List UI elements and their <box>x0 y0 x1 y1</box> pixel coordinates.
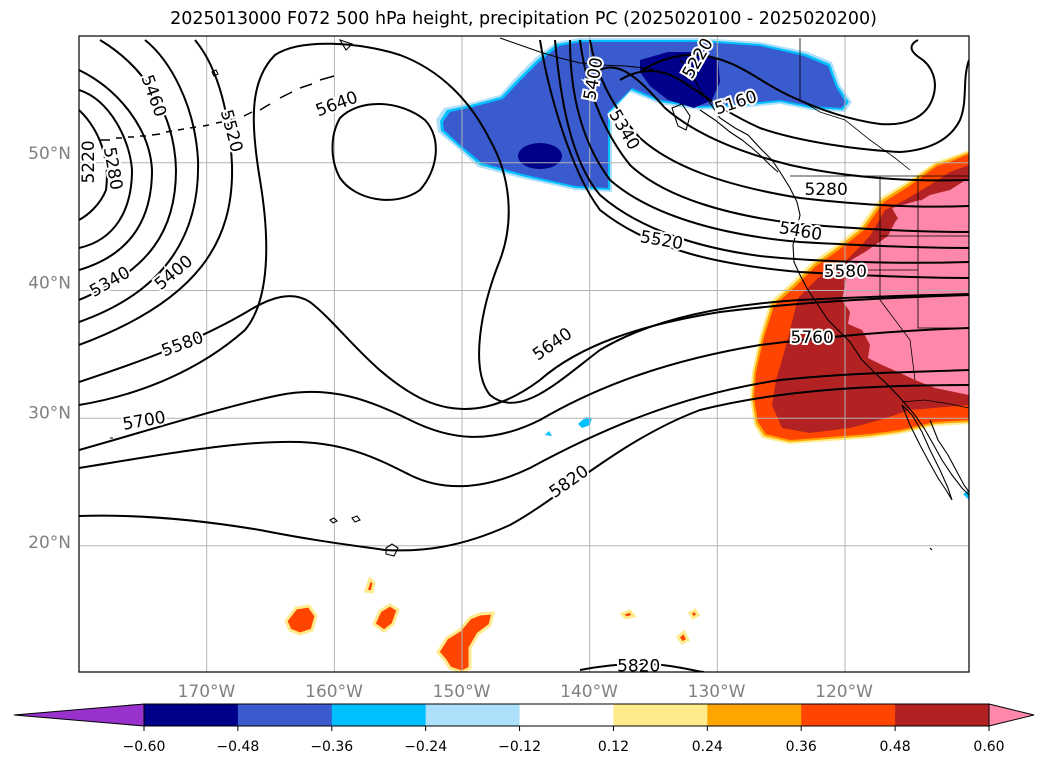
colorbar-bin <box>613 704 708 726</box>
colorbar-tick-label: 0.60 <box>973 739 1004 755</box>
height-contour-5580 <box>79 294 969 410</box>
colorbar-bin <box>801 704 896 726</box>
height-contour-5400-west <box>79 39 178 301</box>
border-us-mexico <box>901 399 969 409</box>
colorbar-tick-label: −0.60 <box>123 739 166 755</box>
gridlines <box>79 36 969 672</box>
precip-fill-dark-blue-spot <box>518 143 562 169</box>
height-contour-5340-west <box>79 69 154 271</box>
contour-label: 5760 <box>791 328 834 348</box>
colorbar-extend-low <box>13 703 145 727</box>
height-contour-5880 <box>579 662 705 672</box>
lat-tick-label: 50°N <box>28 144 71 164</box>
precip-shading-gulf-of-alaska <box>436 38 852 192</box>
height-contour-5160 <box>639 39 936 126</box>
height-contour-5580-east <box>539 39 969 279</box>
precip-blob-6 <box>687 607 701 621</box>
height-contour-5220-east <box>619 59 969 154</box>
colorbar-tick-label: −0.36 <box>310 739 353 755</box>
precip-blob-1 <box>284 604 318 636</box>
colorbar-extend-high <box>988 703 1035 727</box>
precip-blob-2 <box>364 576 376 594</box>
height-contour-5220-west <box>79 109 108 221</box>
height-contour-5820 <box>79 384 969 552</box>
colorbar-tick-label: −0.48 <box>216 739 259 755</box>
height-contour-5520-west <box>79 39 234 346</box>
coastline-haida-gwaii <box>671 103 691 131</box>
lon-tick-label: 120°W <box>815 682 873 702</box>
colorbar-tick-labels: −0.60 −0.48 −0.36 −0.24 −0.12 0.12 0.24 0.36 0.4… <box>123 726 1005 755</box>
height-contour-5400-east <box>579 39 969 233</box>
lon-tick-label: 140°W <box>560 682 618 702</box>
precip-blob-3 <box>372 603 400 633</box>
map-frame <box>78 35 970 673</box>
coastline-mexico-mainland <box>929 419 969 493</box>
precip-shading-hawaii <box>284 417 969 672</box>
lat-tick-label: 20°N <box>28 533 71 553</box>
height-contour-5760 <box>79 369 969 488</box>
contour-label: 5280 <box>805 180 848 200</box>
height-contour-5640-ring <box>331 102 437 201</box>
latitude-tick-labels: 50°N 40°N 30°N 20°N <box>28 144 71 553</box>
colorbar-bin <box>519 704 614 726</box>
colorbar-tick-label: −0.24 <box>404 739 447 755</box>
height-contour-5520-east <box>554 39 969 264</box>
contour-label: 5220 <box>79 140 99 183</box>
colorbar-bin <box>425 704 521 726</box>
precip-blob-5 <box>619 609 637 620</box>
colorbar-bin <box>144 704 239 726</box>
coastline-hawaii-main <box>385 543 399 557</box>
coastline-alaska-range <box>499 37 661 73</box>
longitude-tick-labels: 170°W 160°W 150°W 140°W 130°W 120°W <box>178 682 873 702</box>
coastline-baja <box>901 404 953 501</box>
colorbar-bin <box>707 704 802 726</box>
colorbar <box>13 703 1035 727</box>
lat-tick-label: 40°N <box>28 274 71 294</box>
lon-tick-label: 150°W <box>433 682 491 702</box>
precip-blob-blue-1 <box>578 417 592 428</box>
lat-tick-label: 30°N <box>28 403 71 423</box>
height-contour-5700 <box>79 327 969 451</box>
height-contour-5340-east <box>589 39 969 208</box>
border-us-states <box>838 176 969 381</box>
lon-tick-label: 170°W <box>178 682 236 702</box>
colorbar-tick-label: 0.24 <box>692 739 723 755</box>
lon-tick-label: 130°W <box>688 682 746 702</box>
figure-title: 2025013000 F072 500 hPa height, precipit… <box>170 9 877 29</box>
colorbar-tick-label: 0.12 <box>598 739 629 755</box>
colorbar-bin <box>331 704 427 726</box>
contour-label: 5580 <box>824 262 867 282</box>
lon-tick-label: 160°W <box>305 682 363 702</box>
coastline-hawaii-islets <box>110 69 933 551</box>
colorbar-tick-label: 0.48 <box>880 739 911 755</box>
contour-label: 5820 <box>617 657 660 677</box>
coastline-north-america <box>679 59 969 496</box>
coastline-alaska-panhandle <box>699 109 779 173</box>
height-contour-5460-east <box>569 39 969 249</box>
height-contour-5280-east <box>599 66 969 182</box>
height-contour-5640 <box>79 42 969 406</box>
precip-blob-7 <box>676 629 691 645</box>
colorbar-frame <box>143 703 990 727</box>
precip-blob-blue-2 <box>545 431 552 436</box>
colorbar-bin <box>237 704 333 726</box>
precip-blob-blue-3 <box>963 490 969 500</box>
colorbar-tick-label: 0.36 <box>786 739 817 755</box>
colorbar-bin <box>895 704 990 726</box>
height-contour-5280-west <box>79 89 134 249</box>
height-contour-5460-west <box>79 39 200 323</box>
height-contours <box>79 39 969 672</box>
colorbar-tick-label: −0.12 <box>498 739 541 755</box>
